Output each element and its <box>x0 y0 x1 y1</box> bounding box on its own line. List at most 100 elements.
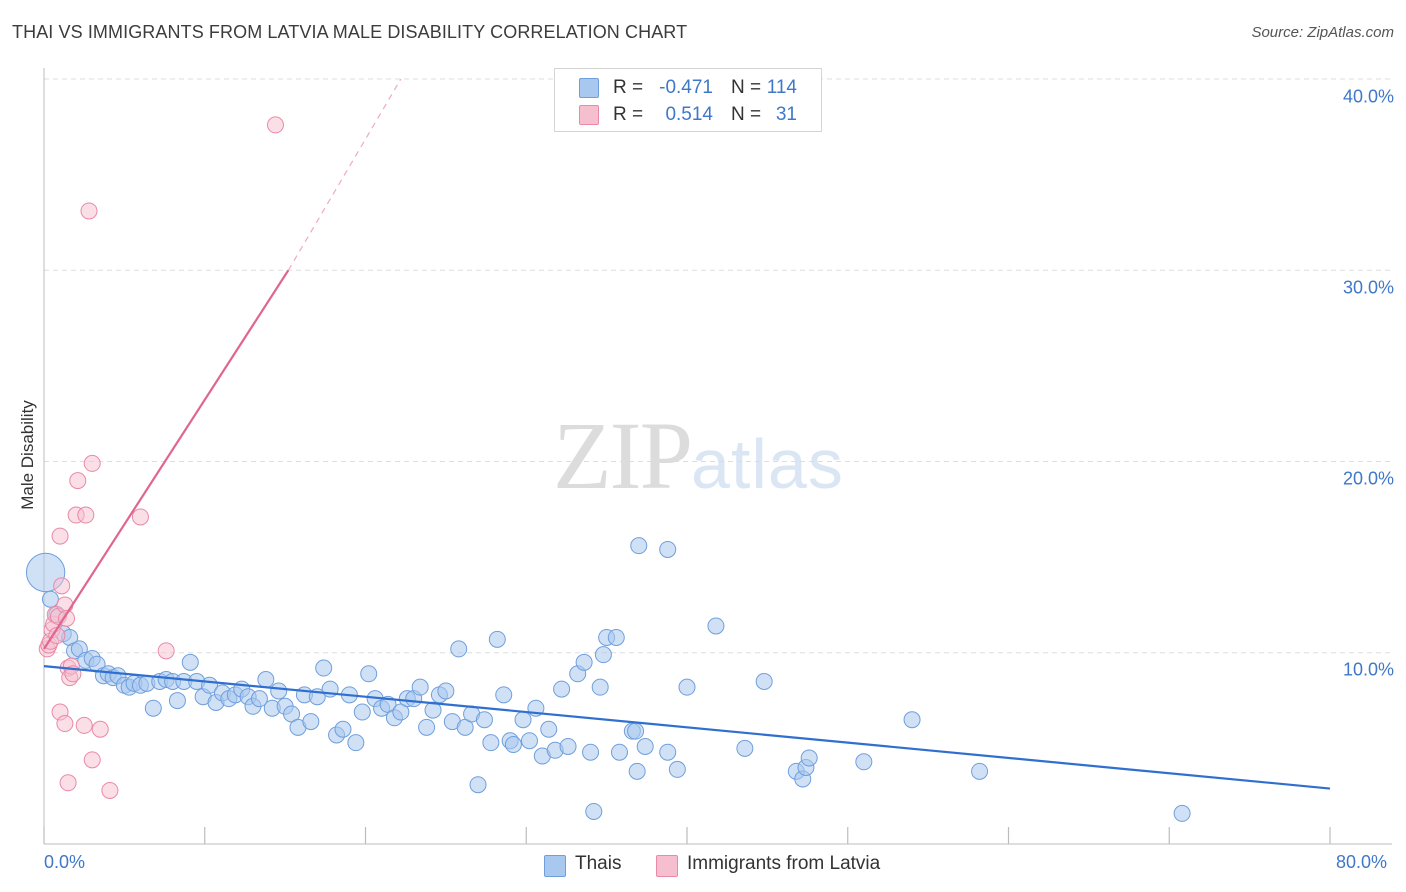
legend-swatch-latvia <box>579 105 599 125</box>
point-latvia <box>59 774 77 792</box>
point-thais <box>302 713 320 731</box>
point-thais <box>469 776 487 794</box>
series-legend: Thais Immigrants from Latvia <box>0 852 1406 878</box>
point-thais <box>450 640 468 658</box>
y-tick-label-30: 30.0% <box>1342 277 1394 298</box>
point-thais <box>628 762 646 780</box>
point-latvia <box>75 716 93 734</box>
point-thais <box>504 736 522 754</box>
point-latvia <box>131 508 149 526</box>
legend-row-thais: R = -0.471 N = 114 <box>555 74 821 101</box>
point-thais <box>360 665 378 683</box>
x-tick-label-max: 80.0% <box>1336 852 1388 872</box>
point-thais <box>181 653 199 671</box>
point-latvia <box>266 116 284 134</box>
point-thais <box>971 762 989 780</box>
watermark-zip: ZIP <box>553 402 693 509</box>
source-label: Source: ZipAtlas.com <box>1251 24 1394 41</box>
legend-n-label: N = <box>731 77 762 98</box>
point-thais <box>582 743 600 761</box>
point-thais <box>347 734 365 752</box>
point-thais <box>315 659 333 677</box>
point-thais <box>594 646 612 664</box>
zipatlas-watermark: ZIPatlas <box>553 400 844 511</box>
y-axis-label: Male Disability <box>18 400 37 510</box>
point-thais <box>488 630 506 648</box>
series-legend-swatch-thais <box>544 855 566 877</box>
series-legend-label-latvia: Immigrants from Latvia <box>687 853 881 874</box>
point-thais <box>475 711 493 729</box>
point-thais <box>627 722 645 740</box>
point-thais <box>418 718 436 736</box>
point-thais <box>353 703 371 721</box>
point-latvia <box>83 454 101 472</box>
legend-r-value-thais: -0.471 <box>659 77 713 98</box>
point-thais <box>630 537 648 555</box>
x-tick-label-min: 0.0% <box>44 852 86 872</box>
point-thais <box>668 760 686 778</box>
point-thais <box>553 680 571 698</box>
point-latvia <box>69 472 87 490</box>
legend-n-label: N = <box>731 104 762 125</box>
point-thais <box>1173 804 1191 822</box>
series-legend-label-thais: Thais <box>575 853 622 874</box>
correlation-legend: R = -0.471 N = 114 R = 0.514 N = 31 <box>554 68 822 132</box>
point-thais <box>607 628 625 646</box>
point-thais <box>585 802 603 820</box>
point-latvia <box>80 202 98 220</box>
legend-n-value-thais: 114 <box>766 77 797 98</box>
chart-title: THAI VS IMMIGRANTS FROM LATVIA MALE DISA… <box>12 22 688 42</box>
point-thais <box>437 682 455 700</box>
point-thais <box>591 678 609 696</box>
legend-n-value-latvia: 31 <box>775 104 797 125</box>
point-latvia <box>77 506 95 524</box>
point-latvia <box>58 609 76 627</box>
point-latvia <box>101 781 119 799</box>
point-thais <box>250 690 268 708</box>
point-thais <box>855 753 873 771</box>
point-thais <box>482 734 500 752</box>
point-thais <box>736 739 754 757</box>
point-thais <box>903 711 921 729</box>
point-latvia <box>83 751 101 769</box>
legend-row-latvia: R = 0.514 N = 31 <box>555 101 821 128</box>
legend-swatch-thais <box>579 78 599 98</box>
point-thais <box>610 743 628 761</box>
point-thais <box>575 653 593 671</box>
point-thais <box>514 711 532 729</box>
y-tick-label-20: 20.0% <box>1342 468 1394 489</box>
point-thais <box>334 720 352 738</box>
point-thais <box>540 720 558 738</box>
point-thais <box>755 672 773 690</box>
point-thais <box>678 678 696 696</box>
legend-r-value-latvia: 0.514 <box>665 104 713 125</box>
point-latvia <box>56 715 74 733</box>
point-thais <box>559 737 577 755</box>
point-thais <box>495 686 513 704</box>
series-legend-swatch-latvia <box>656 855 678 877</box>
y-tick-label-10: 10.0% <box>1342 659 1394 680</box>
point-latvia <box>51 527 69 545</box>
trendline-latvia-extension <box>287 78 402 271</box>
point-latvia <box>91 720 109 738</box>
trendline-latvia <box>43 269 290 650</box>
point-thais <box>520 732 538 750</box>
y-tick-label-40: 40.0% <box>1342 86 1394 107</box>
point-thais <box>168 692 186 710</box>
point-thais <box>411 678 429 696</box>
legend-r-label: R = <box>613 104 644 125</box>
point-thais <box>41 590 59 608</box>
point-thais <box>270 682 288 700</box>
point-thais <box>800 749 818 767</box>
point-thais <box>144 699 162 717</box>
point-latvia <box>53 577 71 595</box>
point-thais <box>707 617 725 635</box>
point-latvia <box>157 642 175 660</box>
point-thais <box>257 671 275 689</box>
point-thais <box>636 737 654 755</box>
point-thais <box>659 743 677 761</box>
point-thais <box>659 540 677 558</box>
legend-r-label: R = <box>613 77 644 98</box>
watermark-atlas: atlas <box>691 425 844 503</box>
